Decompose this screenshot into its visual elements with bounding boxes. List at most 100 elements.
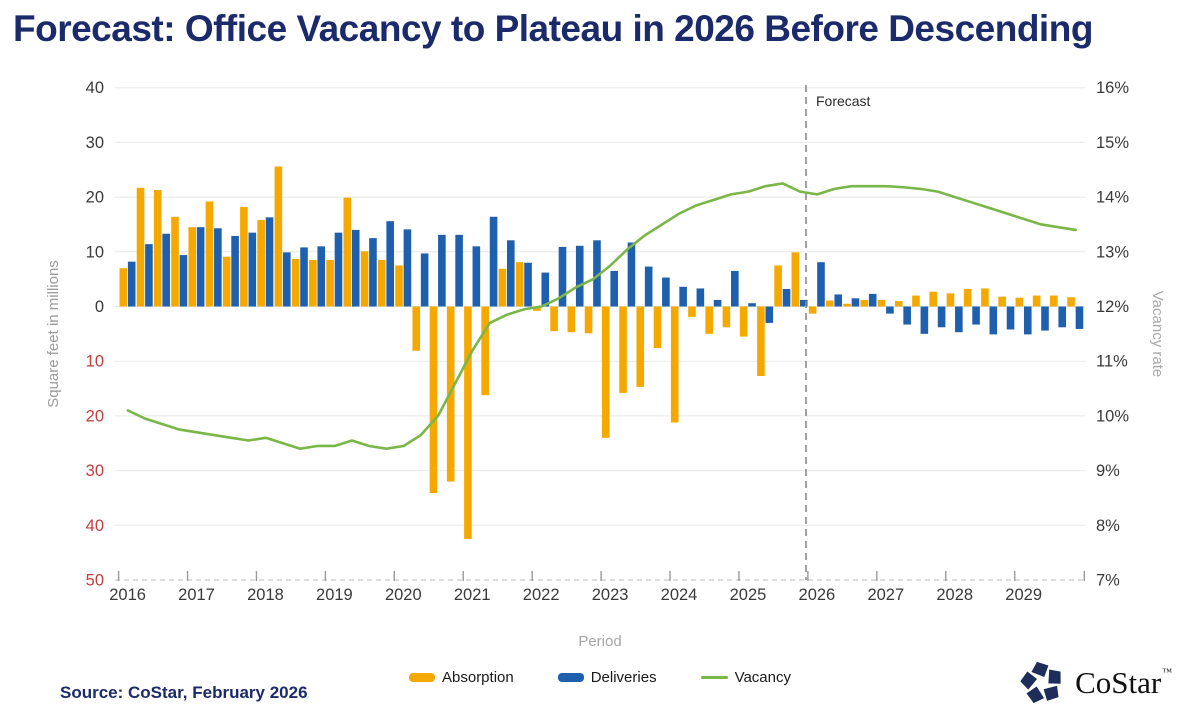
- bar-deliveries-39: [799, 299, 808, 307]
- right-axis-tick: 12%: [1096, 298, 1129, 316]
- bar-absorption-6: [222, 256, 231, 307]
- x-label-2016: 2016: [109, 586, 146, 604]
- bar-deliveries-22: [507, 240, 515, 307]
- bar-deliveries-23: [524, 262, 532, 307]
- x-label-2027: 2027: [867, 586, 904, 604]
- bar-absorption-43: [860, 299, 869, 307]
- bar-deliveries-18: [438, 234, 446, 307]
- bar-absorption-51: [998, 296, 1006, 307]
- legend-label-vacancy: Vacancy: [734, 669, 791, 686]
- bar-deliveries-4: [196, 227, 205, 307]
- bar-absorption-30: [636, 306, 645, 387]
- x-label-2028: 2028: [936, 586, 973, 604]
- bar-deliveries-33: [696, 288, 705, 307]
- vacancy-line: [126, 182, 1077, 451]
- bar-deliveries-17: [420, 253, 429, 307]
- pinwheel-blade: [1020, 671, 1038, 690]
- bar-absorption-27: [584, 306, 593, 334]
- x-label-2019: 2019: [316, 586, 353, 604]
- series-absorption: [119, 166, 1075, 539]
- x-label-2022: 2022: [523, 586, 560, 604]
- left-axis-title: Square feet in millions: [45, 260, 62, 408]
- bar-deliveries-6: [231, 235, 239, 307]
- pinwheel-blade: [1048, 669, 1061, 684]
- absorption-swatch-icon: [409, 673, 435, 682]
- right-axis-tick: 11%: [1096, 353, 1128, 371]
- bar-deliveries-16: [403, 229, 412, 307]
- bar-deliveries-36: [748, 303, 756, 307]
- bar-deliveries-50: [989, 306, 998, 335]
- bar-absorption-47: [929, 291, 938, 307]
- series-deliveries: [127, 216, 1084, 335]
- x-label-2029: 2029: [1005, 586, 1042, 604]
- left-axis-tick: 10: [86, 243, 104, 261]
- bar-deliveries-28: [610, 270, 618, 307]
- bar-absorption-20: [464, 306, 472, 539]
- legend-label-deliveries: Deliveries: [590, 669, 657, 686]
- bar-absorption-3: [171, 216, 179, 307]
- x-label-2026: 2026: [799, 586, 836, 604]
- bar-deliveries-32: [679, 286, 687, 307]
- bar-absorption-1: [136, 187, 145, 307]
- bar-deliveries-46: [920, 306, 929, 334]
- bar-deliveries-27: [593, 240, 601, 307]
- bar-deliveries-54: [1058, 306, 1067, 328]
- x-label-2017: 2017: [178, 586, 215, 604]
- bar-deliveries-1: [145, 244, 153, 307]
- bar-deliveries-42: [851, 298, 860, 307]
- bar-absorption-11: [309, 260, 317, 307]
- bar-deliveries-52: [1023, 306, 1032, 335]
- costar-logo: CoStar™: [1019, 660, 1172, 706]
- bar-absorption-34: [705, 306, 713, 334]
- x-label-2020: 2020: [385, 586, 422, 604]
- bar-deliveries-35: [731, 270, 739, 307]
- bar-absorption-23: [515, 262, 524, 307]
- legend-item-deliveries: Deliveries: [557, 669, 657, 686]
- right-axis-tick: 13%: [1096, 243, 1129, 261]
- bar-deliveries-41: [834, 294, 843, 307]
- right-axis-tick: 15%: [1096, 134, 1129, 152]
- bar-deliveries-8: [265, 217, 274, 307]
- bar-absorption-13: [343, 197, 352, 307]
- left-axis-tick: 50: [86, 572, 104, 590]
- chart-title: Forecast: Office Vacancy to Plateau in 2…: [13, 8, 1093, 49]
- x-axis-title: Period: [578, 633, 621, 650]
- bar-deliveries-15: [386, 221, 394, 307]
- bar-deliveries-40: [817, 262, 825, 307]
- source-text: Source: CoStar, February 2026: [60, 683, 308, 702]
- bar-deliveries-14: [369, 238, 377, 307]
- pinwheel-blade: [1031, 661, 1049, 678]
- bar-absorption-37: [757, 306, 765, 376]
- bar-deliveries-21: [489, 216, 498, 307]
- legend-item-vacancy: Vacancy: [700, 669, 791, 686]
- right-axis-title: Vacancy rate: [1149, 291, 1166, 377]
- bar-deliveries-38: [782, 288, 791, 307]
- pinwheel-blade: [1043, 685, 1059, 701]
- left-axis-tick: 30: [86, 462, 104, 480]
- left-axis-tick: 40: [86, 79, 104, 97]
- bar-absorption-48: [946, 293, 955, 307]
- bar-deliveries-55: [1075, 306, 1084, 329]
- bar-deliveries-37: [765, 306, 774, 323]
- bar-deliveries-29: [627, 242, 636, 307]
- bar-absorption-10: [291, 258, 300, 307]
- x-label-2021: 2021: [454, 586, 491, 604]
- bar-absorption-55: [1067, 297, 1075, 307]
- bar-absorption-17: [412, 306, 421, 351]
- bar-deliveries-45: [903, 306, 911, 325]
- bar-deliveries-43: [868, 293, 877, 307]
- left-axis-tick: 0: [95, 298, 104, 316]
- bar-deliveries-12: [334, 232, 343, 307]
- bar-deliveries-0: [127, 261, 136, 307]
- x-label-2024: 2024: [661, 586, 698, 604]
- bar-deliveries-48: [955, 306, 963, 333]
- bar-absorption-22: [498, 268, 507, 307]
- bar-absorption-35: [722, 306, 731, 328]
- bar-absorption-26: [567, 306, 576, 333]
- bar-deliveries-51: [1006, 306, 1015, 330]
- chart-legend: Absorption Deliveries Vacancy: [0, 669, 1200, 686]
- bar-absorption-14: [360, 251, 369, 307]
- bar-deliveries-49: [972, 306, 980, 325]
- bar-deliveries-7: [248, 232, 257, 307]
